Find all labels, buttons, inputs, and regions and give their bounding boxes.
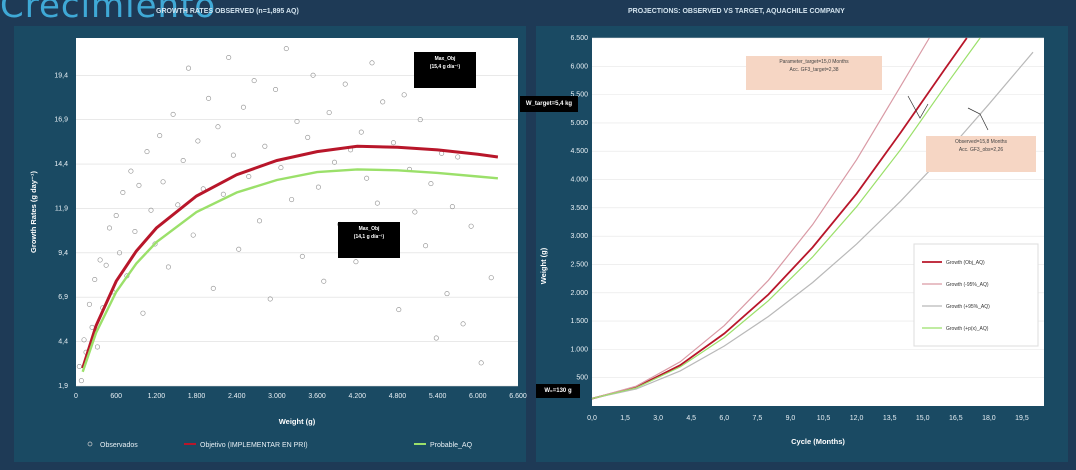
y-tick-label: 6.000 (570, 63, 588, 70)
x-tick-label: 16,5 (949, 415, 963, 422)
x-tick-label: 4.200 (349, 393, 367, 400)
x-tick-label: 7,5 (752, 415, 762, 422)
x-tick-label: 15,0 (916, 415, 930, 422)
y-tick-label: 4.000 (570, 177, 588, 184)
x-tick-label: 5.400 (429, 393, 447, 400)
y-tick-label: 16,9 (54, 117, 68, 124)
x-tick-label: 10,5 (817, 415, 831, 422)
y-tick-label: 4.500 (570, 148, 588, 155)
plot-area (592, 38, 1044, 406)
growth-rates-svg: 0 600 1.200 1.800 2.400 3.000 3.600 4.200 4.800 5… (14, 26, 526, 462)
legend-marker (88, 442, 92, 446)
projections-chart: 0,0 1,5 3,0 4,5 6,0 7,5 9,0 10,5 12,0 13,5 15,0 16,… (536, 26, 1068, 462)
legend-label: Growth (Obj_AQ) (946, 260, 985, 266)
y-tick-label: 500 (576, 375, 588, 382)
x-tick-label: 0,0 (587, 415, 597, 422)
x-tick-label: 9,0 (786, 415, 796, 422)
x-tick-label: 6,0 (719, 415, 729, 422)
x-tick-label: 18,0 (982, 415, 996, 422)
annotation-max-probable: Max_Obj (14,1 g día⁻¹) (338, 222, 400, 258)
x-tick-label: 4.800 (389, 393, 407, 400)
x-tick-label: 3.000 (268, 393, 286, 400)
legend-label: Observados (100, 442, 138, 449)
x-tick-label: 1,5 (620, 415, 630, 422)
legend-label: Growth (-95%_AQ) (946, 282, 989, 288)
y-tick-label: 9,4 (58, 250, 68, 257)
x-tick-label: 1.800 (188, 393, 206, 400)
x-tick-label: 19,5 (1015, 415, 1029, 422)
annotation-observed: Observed=15,8 Months Acc. GF3_obs=2,26 (926, 136, 1036, 172)
legend-label: Growth (+95%_AQ) (946, 304, 990, 310)
x-tick-label: 4,5 (686, 415, 696, 422)
y-tick-label: 1.500 (570, 318, 588, 325)
x-tick-label: 6.600 (509, 393, 527, 400)
legend-label: Probable_AQ (430, 442, 473, 449)
projections-svg: 0,0 1,5 3,0 4,5 6,0 7,5 9,0 10,5 12,0 13,5 15,0 16,… (536, 26, 1068, 462)
y-tick-label: 3.500 (570, 205, 588, 212)
x-tick-label: 2.400 (228, 393, 246, 400)
x-axis-label: Cycle (Months) (791, 437, 845, 446)
x-tick-label: 6.000 (469, 393, 487, 400)
x-tick-label: 13,5 (883, 415, 897, 422)
y-tick-label: 1.000 (570, 346, 588, 353)
legend-label: Objetivo (IMPLEMENTAR EN PRI) (200, 442, 308, 449)
y-axis-label: Weight (g) (539, 247, 548, 284)
y-tick-label: 4,4 (58, 339, 68, 346)
y-tick-label: 5.000 (570, 120, 588, 127)
plot-area (76, 38, 518, 386)
annotation-target: Parameter_target=15,0 Months Acc. GF3_ta… (746, 56, 882, 90)
x-tick-label: 1.200 (148, 393, 166, 400)
x-tick-label: 0 (74, 393, 78, 400)
y-tick-label: 3.000 (570, 233, 588, 240)
y-tick-label: 2.000 (570, 290, 588, 297)
y-axis-label: Growth Rates (g day⁻¹) (29, 171, 38, 253)
y-tick-label: 14,4 (54, 161, 68, 168)
target-weight-box: W_target=5,4 kg (520, 96, 578, 112)
y-tick-label: 11,9 (55, 205, 68, 212)
y-tick-label: 19,4 (54, 72, 68, 79)
x-tick-label: 3.600 (308, 393, 326, 400)
y-tick-label: 1,9 (58, 383, 68, 390)
x-axis-label: Weight (g) (279, 417, 316, 426)
y-tick-label: 2.500 (570, 261, 588, 268)
right-chart-title: PROJECTIONS: OBSERVED VS TARGET, AQUACHI… (628, 8, 845, 15)
x-tick-label: 12,0 (850, 415, 864, 422)
x-tick-label: 3,0 (653, 415, 663, 422)
y-tick-label: 6.500 (570, 35, 588, 42)
growth-rates-chart: 0 600 1.200 1.800 2.400 3.000 3.600 4.200 4.800 5… (14, 26, 526, 462)
legend-label: Growth (+p(x)_AQ) (946, 326, 989, 332)
x-tick-label: 600 (110, 393, 122, 400)
annotation-max-obj: Max_Obj (15,4 g día⁻¹) (414, 52, 476, 88)
y-tick-label: 6,9 (58, 294, 68, 301)
left-chart-title: GROWTH RATES OBSERVED (n=1,895 AQ) (156, 8, 299, 15)
initial-weight-box: W₀=130 g (536, 384, 580, 398)
